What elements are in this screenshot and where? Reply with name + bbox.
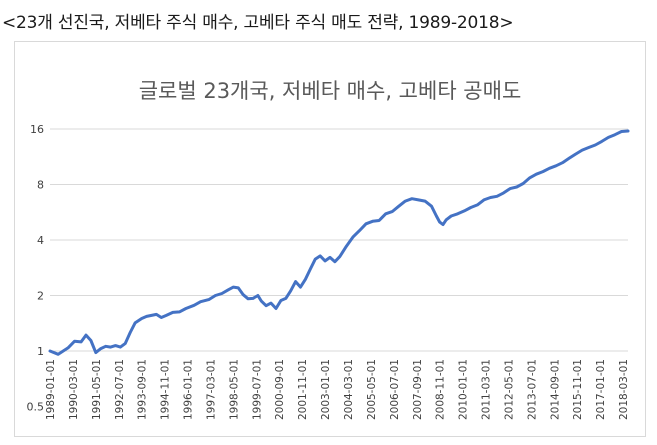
x-tick-label: 1998-05-01 (228, 359, 240, 420)
x-tick-label: 2015-11-01 (572, 359, 584, 420)
x-tick-label: 1994-11-01 (160, 359, 172, 420)
x-tick-label: 2003-01-01 (320, 359, 332, 420)
x-tick-label: 1997-03-01 (205, 359, 217, 420)
x-tick-label: 2011-03-01 (481, 359, 493, 420)
series-line-0 (48, 129, 630, 356)
y-tick-label: 8 (37, 179, 44, 192)
x-tick-label: 2007-09-01 (412, 359, 424, 420)
x-tick-label: 1996-01-01 (183, 359, 195, 420)
chart-title: 글로벌 23개국, 저베타 매수, 고베타 공매도 (139, 79, 522, 103)
chart-frame (14, 41, 646, 437)
x-tick-label: 1990-03-01 (68, 359, 80, 420)
x-tick-label: 2008-11-01 (435, 359, 447, 420)
x-tick-label: 2014-09-01 (549, 359, 561, 420)
x-tick-label: 2005-05-01 (366, 359, 378, 420)
x-axis: 1989-01-01 1990-03-01 1991-05-01 1992-07-01… (45, 359, 630, 420)
y-tick-label: 16 (30, 123, 44, 136)
y-tick-label: 4 (37, 234, 44, 247)
x-tick-label: 2017-01-01 (595, 359, 607, 420)
x-tick-label: 2000-09-01 (274, 359, 286, 420)
y-tick-label: 0.5 (27, 401, 45, 414)
x-tick-label: 1991-05-01 (91, 359, 103, 420)
x-tick-label: 2006-07-01 (389, 359, 401, 420)
x-tick-label: 2004-03-01 (343, 359, 355, 420)
y-tick-label: 1 (37, 345, 44, 358)
x-tick-label: 1993-09-01 (137, 359, 149, 420)
y-axis: 16 8 4 2 1 0.5 (27, 123, 45, 414)
series-group (48, 129, 630, 356)
figure-caption: <23개 선진국, 저베타 주식 매수, 고베타 주식 매도 전략, 1989-… (2, 13, 514, 33)
x-tick-label: 2012-05-01 (503, 359, 515, 420)
x-tick-label: 1992-07-01 (114, 359, 126, 420)
x-tick-label: 2010-01-01 (458, 359, 470, 420)
x-tick-label: 1999-07-01 (251, 359, 263, 420)
x-tick-label: 2013-07-01 (526, 359, 538, 420)
y-tick-label: 2 (37, 290, 44, 303)
x-tick-label: 2001-11-01 (297, 359, 309, 420)
gridlines (50, 128, 628, 352)
x-tick-label: 2018-03-01 (618, 359, 630, 420)
x-tick-label: 1989-01-01 (45, 359, 57, 420)
